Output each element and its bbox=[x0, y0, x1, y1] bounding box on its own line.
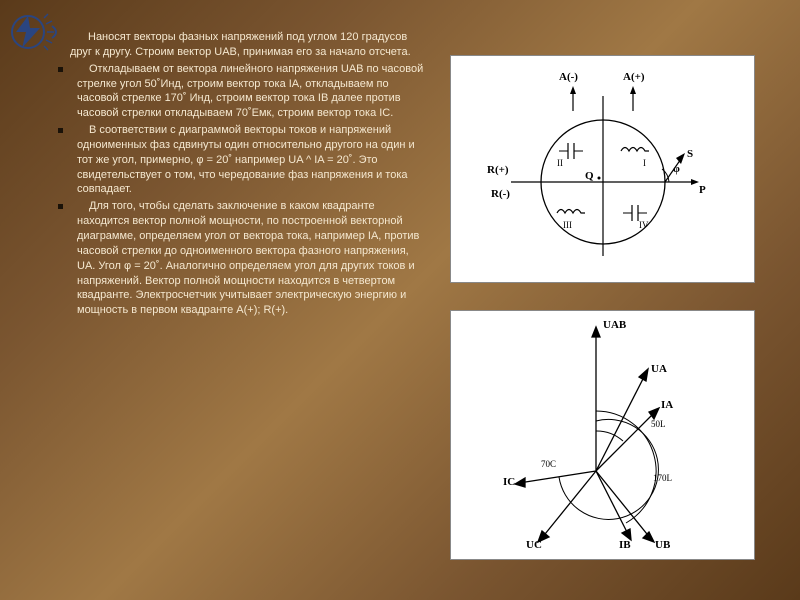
bullet-icon bbox=[58, 204, 63, 209]
label-p: P bbox=[699, 184, 706, 196]
label-70c: 70C bbox=[541, 459, 556, 469]
label-a-minus: A(-) bbox=[559, 71, 578, 83]
bullet-item-3: В соответствии с диаграммой векторы токо… bbox=[70, 123, 425, 197]
bullet-item-2: Откладываем от вектора линейного напряже… bbox=[70, 62, 425, 121]
label-q4: IV bbox=[639, 220, 649, 230]
label-50l: 50L bbox=[651, 419, 666, 429]
label-ia: IA bbox=[661, 399, 673, 411]
label-q: Q bbox=[585, 170, 594, 182]
label-q1: I bbox=[643, 158, 646, 168]
label-ic: IC bbox=[503, 476, 515, 488]
bullet-icon bbox=[58, 67, 63, 72]
company-logo bbox=[8, 8, 68, 56]
text-content: Наносят векторы фазных напряжений под уг… bbox=[70, 30, 425, 320]
label-phi: φ bbox=[673, 163, 680, 175]
paragraph-2: Откладываем от вектора линейного напряже… bbox=[77, 62, 425, 121]
label-170l: 170L bbox=[653, 473, 672, 483]
label-uc: UC bbox=[526, 539, 542, 551]
label-r-plus: R(+) bbox=[487, 164, 509, 176]
label-ub: UB bbox=[655, 539, 670, 551]
bullet-item-4: Для того, чтобы сделать заключение в как… bbox=[70, 199, 425, 318]
paragraph-4: Для того, чтобы сделать заключение в как… bbox=[77, 199, 425, 318]
label-ib: IB bbox=[619, 539, 631, 551]
quadrant-diagram: A(-) A(+) R(+) R(-) S φ P Q I II III IV bbox=[450, 55, 755, 283]
vector-diagram: UAB UA IA 50L 70C 170L IC IB UB UC bbox=[450, 310, 755, 560]
paragraph-1: Наносят векторы фазных напряжений под уг… bbox=[70, 30, 425, 60]
paragraph-3: В соответствии с диаграммой векторы токо… bbox=[77, 123, 425, 197]
label-q3: III bbox=[563, 220, 572, 230]
label-s: S bbox=[687, 148, 693, 160]
label-a-plus: A(+) bbox=[623, 71, 645, 83]
label-uab: UAB bbox=[603, 319, 626, 331]
label-r-minus: R(-) bbox=[491, 188, 510, 200]
bullet-icon bbox=[58, 128, 63, 133]
label-q2: II bbox=[557, 158, 563, 168]
label-ua: UA bbox=[651, 363, 667, 375]
